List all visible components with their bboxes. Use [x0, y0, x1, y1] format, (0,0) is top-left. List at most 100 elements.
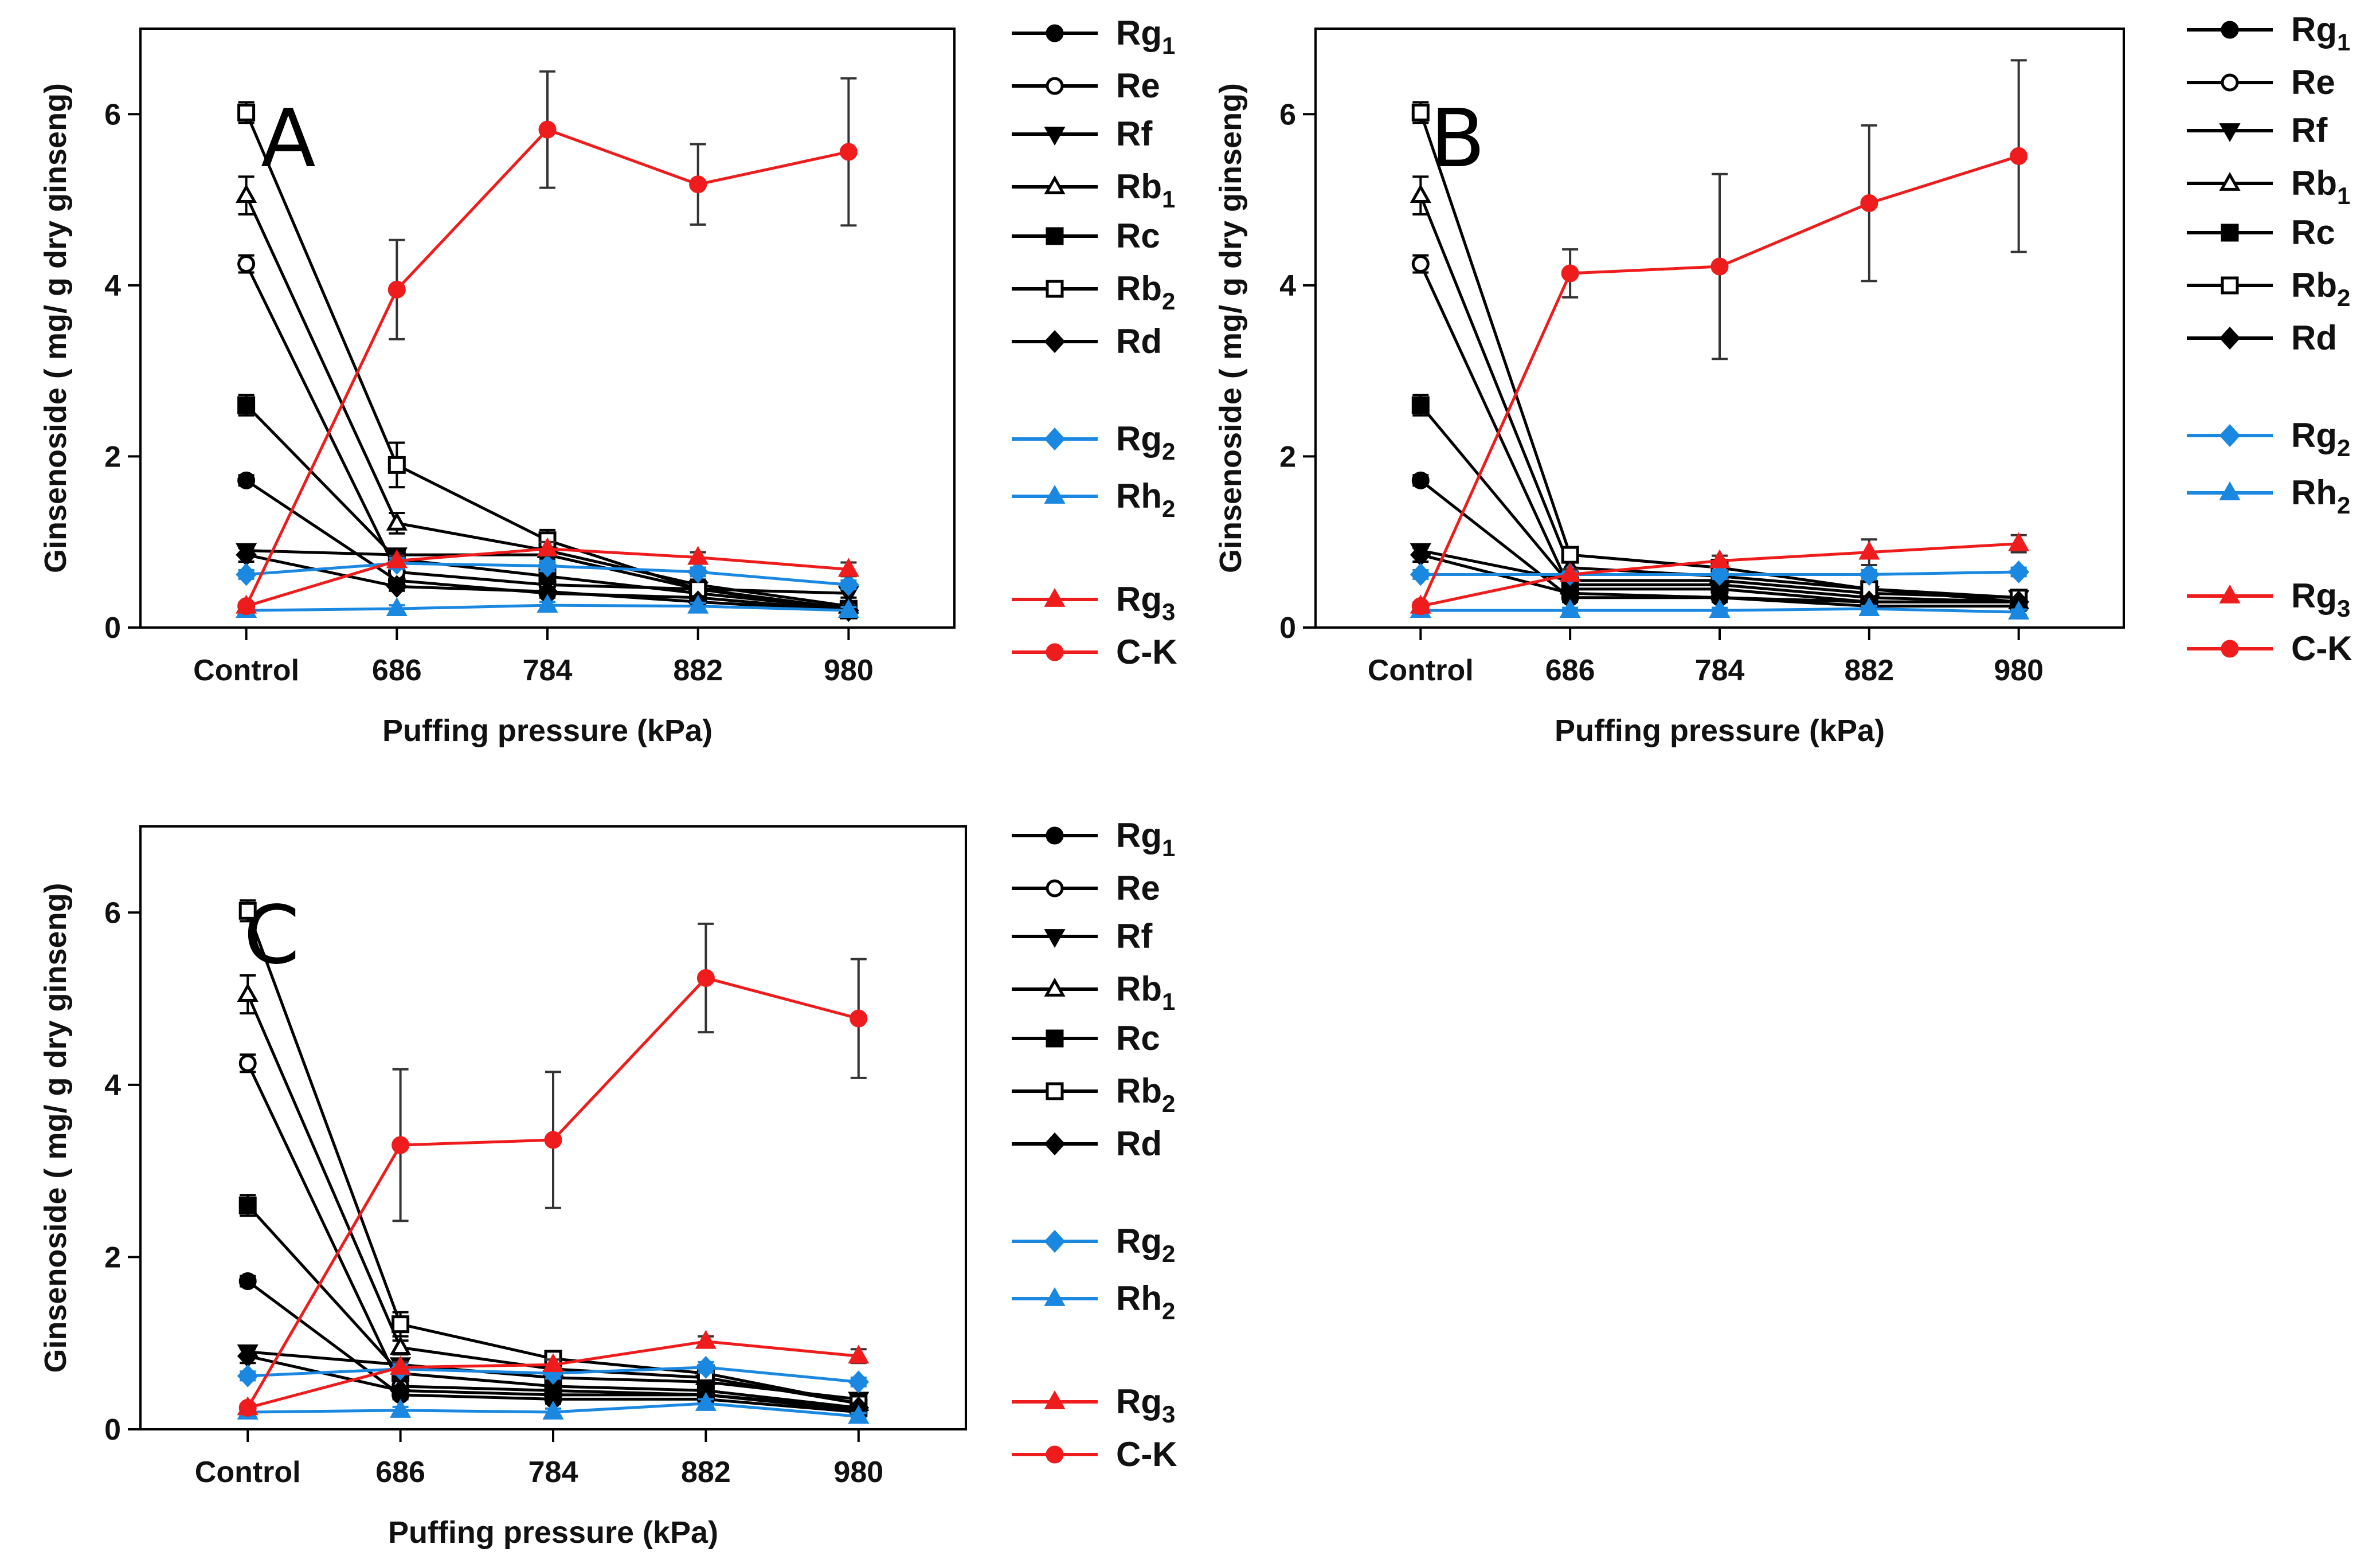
- legend-label: Rf: [1116, 115, 1153, 153]
- data-point: [1559, 563, 1581, 582]
- x-tick-label: 980: [833, 1456, 883, 1489]
- legend-item-rf: Rf: [2187, 111, 2328, 150]
- legend-marker: [1044, 587, 1066, 607]
- legend-item-rb1: Rb1: [1012, 970, 1175, 1015]
- legend-marker: [2219, 584, 2241, 603]
- legend-label: Rg3: [2291, 577, 2350, 622]
- x-tick-label: 686: [372, 654, 422, 687]
- legend-label: Rb2: [1116, 269, 1175, 315]
- legend-marker: [1044, 1132, 1066, 1155]
- y-tick-label: 4: [1279, 269, 1296, 303]
- data-point: [390, 1336, 412, 1355]
- legend-label: Re: [1116, 869, 1160, 907]
- data-point: [2008, 560, 2030, 583]
- data-point: [537, 594, 558, 613]
- x-tick-label: Control: [1368, 654, 1474, 687]
- legend-item-rf: Rf: [1012, 115, 1153, 153]
- legend-marker: [1044, 929, 1066, 948]
- data-point: [1858, 563, 1880, 586]
- x-tick-label: 980: [1994, 654, 2044, 687]
- y-axis-label: Ginsenoside ( mg/ g dry ginseng): [1214, 83, 1248, 573]
- data-point: [695, 1355, 717, 1379]
- x-tick-label: 784: [1695, 654, 1745, 687]
- data-point: [696, 969, 715, 987]
- data-point: [848, 1370, 870, 1394]
- legend-item-rc: Rc: [1012, 1019, 1160, 1057]
- y-tick-label: 0: [104, 1413, 121, 1447]
- y-tick-label: 0: [104, 612, 121, 645]
- data-point: [838, 573, 859, 597]
- data-point: [1561, 264, 1579, 283]
- legend-marker: [1046, 77, 1064, 95]
- legend-item-re: Re: [1012, 869, 1160, 907]
- legend-marker: [1046, 1445, 1064, 1464]
- legend-marker: [1044, 977, 1066, 997]
- y-tick-label: 2: [1279, 440, 1296, 473]
- legend-item-rb2: Rb2: [1012, 269, 1175, 315]
- legend-item-rf: Rf: [1012, 917, 1153, 955]
- data-point: [1858, 540, 1880, 560]
- legend-item-rd: Rd: [2187, 319, 2337, 357]
- data-point: [695, 1330, 717, 1349]
- legend-item-rg1: Rg1: [2187, 10, 2350, 56]
- x-tick-label: 882: [673, 654, 723, 687]
- data-point: [1559, 599, 1581, 618]
- data-point: [538, 120, 557, 139]
- panel-c: 0 2 4 6 Control 686 784 882 980 Puffing pressure …: [38, 816, 1177, 1550]
- series-rg2: [236, 552, 859, 597]
- data-point: [837, 599, 859, 618]
- legend-label: Rg2: [1116, 420, 1175, 465]
- data-point: [2008, 532, 2030, 551]
- y-tick-label: 4: [104, 269, 121, 303]
- data-point: [687, 560, 709, 583]
- panel-letter: B: [1430, 92, 1485, 186]
- legend-marker: [1046, 643, 1064, 661]
- y-tick-label: 6: [1279, 98, 1296, 131]
- y-tick-label: 6: [104, 896, 121, 930]
- legend-label: Rf: [1116, 917, 1153, 955]
- legend-item-rc: Rc: [2187, 213, 2335, 252]
- legend-item-rb2: Rb2: [1012, 1072, 1175, 1117]
- legend-item-rg2: Rg2: [1012, 1222, 1175, 1267]
- legend-item-rd: Rd: [1012, 322, 1162, 360]
- data-point: [1411, 103, 1430, 121]
- legend-label: C-K: [1116, 1435, 1177, 1473]
- data-point: [238, 1196, 257, 1214]
- legend-item-c-k: C-K: [1012, 633, 1177, 671]
- y-axis-label: Ginsenoside ( mg/ g dry ginseng): [38, 83, 73, 573]
- legend: Rg1 Re Rf Rb1 Rc Rb2 Rd Rg2 Rh2 Rg3 C-K: [1012, 816, 1177, 1473]
- legend-marker: [2221, 276, 2239, 295]
- data-point: [1709, 599, 1731, 618]
- legend-label: Re: [1116, 66, 1160, 105]
- legend-marker: [1046, 1029, 1064, 1048]
- legend-item-rd: Rd: [1012, 1124, 1162, 1163]
- data-point: [1858, 597, 1880, 617]
- data-point: [537, 537, 558, 556]
- data-point: [537, 554, 558, 578]
- legend-marker: [1044, 1287, 1066, 1306]
- legend-marker: [2219, 327, 2241, 350]
- legend-marker: [2221, 224, 2239, 242]
- x-tick-label: 882: [1844, 654, 1894, 687]
- legend: Rg1 Re Rf Rb1 Rc Rb2 Rd Rg2 Rh2 Rg3 C-K: [1012, 14, 1177, 671]
- data-point: [1411, 471, 1430, 489]
- legend-marker: [1046, 826, 1064, 845]
- legend-label: Rb1: [1116, 970, 1175, 1015]
- data-point: [237, 1364, 259, 1387]
- series-c-k: [238, 922, 868, 1417]
- panel-a: 0 2 4 6 Control 686 784 882 980 Puffing pressure …: [38, 14, 1177, 748]
- legend-marker: [2219, 123, 2241, 143]
- data-point: [542, 1400, 564, 1420]
- legend-item-rh2: Rh2: [1012, 1279, 1175, 1324]
- legend-item-rg2: Rg2: [1012, 420, 1175, 465]
- series-c-k: [1411, 59, 2028, 616]
- legend-marker: [1044, 175, 1066, 194]
- legend-label: Rg2: [2291, 416, 2350, 461]
- data-point: [386, 575, 408, 598]
- data-point: [390, 1398, 412, 1418]
- data-point: [542, 1353, 564, 1373]
- y-tick-label: 2: [104, 440, 121, 473]
- legend-label: Rd: [1116, 322, 1162, 360]
- data-point: [238, 901, 257, 920]
